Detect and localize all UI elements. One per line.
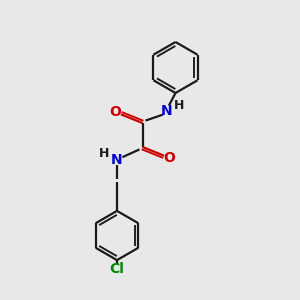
Text: H: H bbox=[174, 99, 184, 112]
Text: H: H bbox=[99, 147, 109, 160]
Text: Cl: Cl bbox=[110, 262, 124, 276]
Text: O: O bbox=[164, 151, 175, 164]
Text: O: O bbox=[110, 106, 122, 119]
Text: N: N bbox=[111, 153, 123, 166]
Text: N: N bbox=[161, 104, 172, 118]
